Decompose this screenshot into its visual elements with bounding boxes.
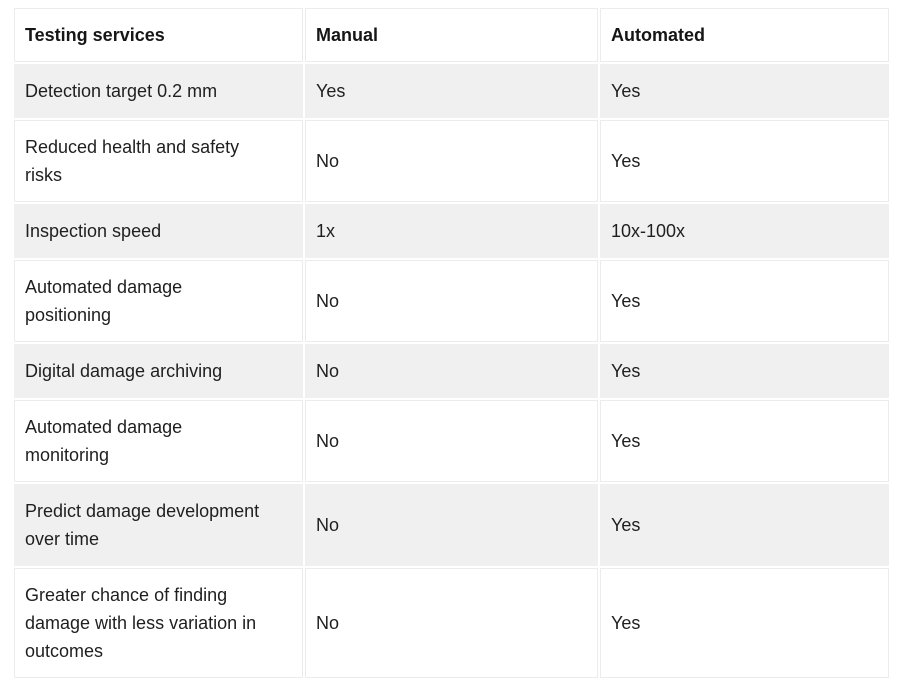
service-cell: Inspection speed (14, 204, 303, 258)
manual-cell: 1x (305, 204, 598, 258)
table-row: Digital damage archiving No Yes (14, 344, 889, 398)
table-row: Automated damage positioning No Yes (14, 260, 889, 342)
table-row: Greater chance of finding damage with le… (14, 568, 889, 678)
table-row: Inspection speed 1x 10x-100x (14, 204, 889, 258)
service-cell: Detection target 0.2 mm (14, 64, 303, 118)
automated-cell: Yes (600, 568, 889, 678)
table-row: Automated damage monitoring No Yes (14, 400, 889, 482)
table-row: Reduced health and safety risks No Yes (14, 120, 889, 202)
automated-cell: Yes (600, 120, 889, 202)
manual-cell: No (305, 568, 598, 678)
column-header-automated: Automated (600, 8, 889, 62)
service-cell: Automated damage monitoring (14, 400, 303, 482)
automated-cell: Yes (600, 344, 889, 398)
automated-cell: Yes (600, 64, 889, 118)
header-row: Testing services Manual Automated (14, 8, 889, 62)
manual-cell: No (305, 484, 598, 566)
table-row: Detection target 0.2 mm Yes Yes (14, 64, 889, 118)
manual-cell: No (305, 120, 598, 202)
automated-cell: Yes (600, 484, 889, 566)
service-cell: Reduced health and safety risks (14, 120, 303, 202)
service-cell: Automated damage positioning (14, 260, 303, 342)
testing-services-comparison-table: Testing services Manual Automated Detect… (12, 6, 891, 680)
manual-cell: No (305, 344, 598, 398)
manual-cell: Yes (305, 64, 598, 118)
automated-cell: Yes (600, 400, 889, 482)
service-cell: Greater chance of finding damage with le… (14, 568, 303, 678)
automated-cell: 10x-100x (600, 204, 889, 258)
manual-cell: No (305, 400, 598, 482)
table-row: Predict damage development over time No … (14, 484, 889, 566)
service-cell: Predict damage development over time (14, 484, 303, 566)
automated-cell: Yes (600, 260, 889, 342)
column-header-manual: Manual (305, 8, 598, 62)
column-header-testing-services: Testing services (14, 8, 303, 62)
service-cell: Digital damage archiving (14, 344, 303, 398)
manual-cell: No (305, 260, 598, 342)
